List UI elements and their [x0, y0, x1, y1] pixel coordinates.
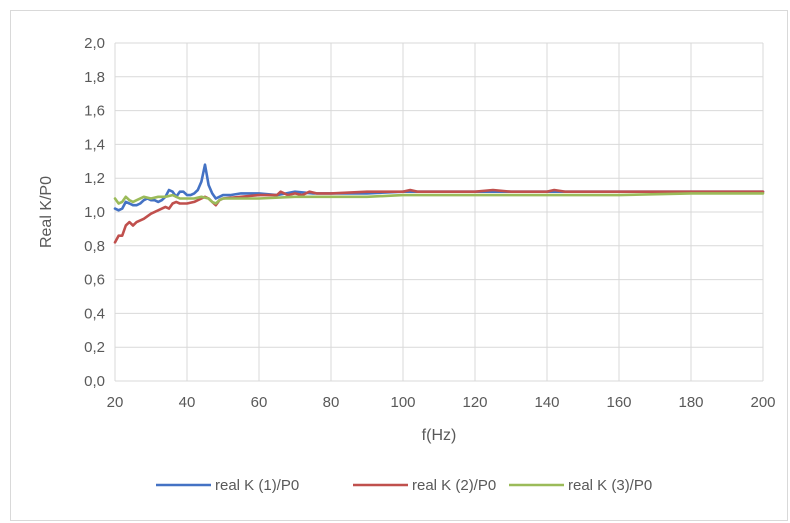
x-tick-label: 100	[390, 394, 415, 411]
y-tick-label: 1,2	[84, 170, 105, 187]
y-tick-label: 2,0	[84, 35, 105, 52]
series-line-2	[113, 188, 765, 244]
x-tick-labels: 20 40 60 80 100 120 140 160 180 200	[107, 394, 776, 411]
y-tick-label: 1,6	[84, 103, 105, 120]
chart-area: 0,0 0,2 0,4 0,6 0,8 1,0 1,2 1,4 1,6 1,8 2,0 20 40 60…	[10, 10, 788, 521]
y-tick-label: 1,8	[84, 69, 105, 86]
legend-label-1: real K (1)/P0	[215, 477, 299, 494]
x-axis-title: f(Hz)	[422, 427, 457, 444]
x-tick-label: 200	[750, 394, 775, 411]
legend-label-3: real K (3)/P0	[568, 477, 652, 494]
series-lines	[113, 163, 765, 244]
y-tick-label: 0,4	[84, 305, 105, 322]
x-tick-label: 140	[534, 394, 559, 411]
x-tick-label: 80	[323, 394, 340, 411]
legend: real K (1)/P0 real K (2)/P0 real K (3)/P0	[156, 477, 652, 494]
line-chart: 0,0 0,2 0,4 0,6 0,8 1,0 1,2 1,4 1,6 1,8 2,0 20 40 60…	[38, 35, 776, 494]
y-tick-label: 1,4	[84, 136, 105, 153]
x-tick-label: 180	[678, 394, 703, 411]
series-line-3	[113, 192, 765, 205]
gridlines	[114, 42, 764, 382]
y-tick-label: 0,6	[84, 272, 105, 289]
x-tick-label: 20	[107, 394, 124, 411]
legend-label-2: real K (2)/P0	[412, 477, 496, 494]
y-tick-label: 0,2	[84, 339, 105, 356]
x-tick-label: 40	[179, 394, 196, 411]
x-tick-label: 60	[251, 394, 268, 411]
y-tick-label: 0,0	[84, 373, 105, 390]
y-tick-label: 1,0	[84, 204, 105, 221]
x-tick-label: 160	[606, 394, 631, 411]
x-tick-label: 120	[462, 394, 487, 411]
y-tick-label: 0,8	[84, 238, 105, 255]
y-tick-labels: 0,0 0,2 0,4 0,6 0,8 1,0 1,2 1,4 1,6 1,8 2,0	[84, 35, 105, 390]
y-axis-title: Real K/P0	[38, 176, 55, 248]
